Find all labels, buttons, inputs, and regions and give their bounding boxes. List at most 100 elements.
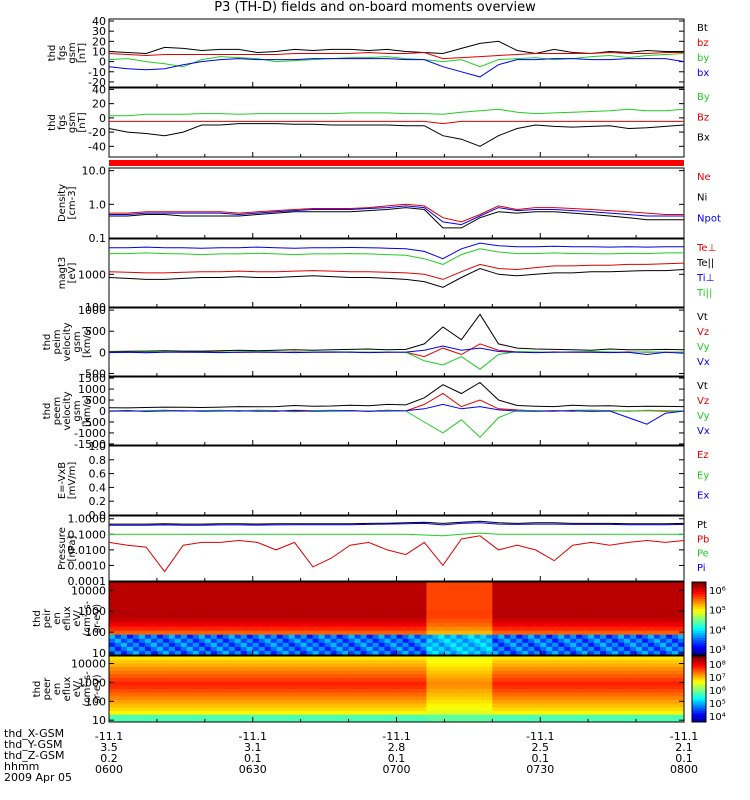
spectrogram-cell bbox=[444, 650, 451, 656]
spectrogram-cell bbox=[294, 626, 302, 632]
spectrogram-cell bbox=[258, 659, 266, 664]
spectrogram-cell bbox=[336, 674, 344, 679]
spectrogram-cell bbox=[216, 598, 224, 603]
spectrogram-cell bbox=[534, 586, 541, 591]
spectrogram-cell bbox=[510, 606, 517, 611]
spectrogram-cell bbox=[492, 718, 499, 723]
y-axis-label: thd bbox=[47, 45, 58, 62]
spectrogram-cell bbox=[109, 670, 116, 675]
spectrogram-cell bbox=[162, 642, 170, 648]
spectrogram-cell bbox=[312, 594, 320, 599]
spectrogram-cell bbox=[504, 707, 511, 712]
spectrogram-cell bbox=[450, 638, 457, 644]
spectrogram-cell bbox=[234, 646, 242, 652]
spectrogram-cell bbox=[150, 642, 158, 648]
spectrogram-cell bbox=[660, 638, 667, 644]
spectrogram-cell bbox=[606, 685, 613, 690]
spectrogram-cell bbox=[546, 692, 553, 697]
spectrogram-cell bbox=[126, 692, 134, 697]
spectrogram-cell bbox=[138, 610, 146, 615]
spectrogram-cell bbox=[180, 685, 188, 690]
spectrogram-cell bbox=[474, 667, 481, 672]
spectrogram-cell bbox=[396, 707, 403, 712]
spectrogram-cell bbox=[408, 638, 415, 644]
spectrogram-cell bbox=[252, 610, 260, 615]
spectrogram-cell bbox=[234, 626, 242, 632]
spectrogram-cell bbox=[306, 622, 314, 628]
spectrogram-cell bbox=[354, 685, 362, 690]
y-tick-label: 0.0 bbox=[89, 509, 107, 522]
spectrogram-cell bbox=[606, 614, 613, 619]
spectrogram-cell bbox=[666, 692, 673, 697]
spectrogram-cell bbox=[552, 606, 559, 611]
spectrogram-cell bbox=[204, 689, 212, 694]
spectrogram-cell bbox=[330, 656, 338, 661]
spectrogram-cell bbox=[204, 586, 212, 591]
spectrogram-cell bbox=[618, 610, 625, 615]
y-axis-label: eV/ bbox=[72, 680, 83, 697]
spectrogram-cell bbox=[564, 626, 571, 632]
spectrogram-cell bbox=[564, 638, 571, 644]
spectrogram-cell bbox=[384, 703, 392, 708]
spectrogram-cell bbox=[462, 630, 469, 636]
spectrogram-cell bbox=[564, 630, 571, 636]
spectrogram-cell bbox=[186, 626, 194, 632]
spectrogram-cell bbox=[432, 626, 439, 632]
spectrogram-cell bbox=[252, 707, 260, 712]
x-extra-row-value: 0.1 bbox=[388, 752, 406, 765]
spectrogram-cell bbox=[180, 711, 188, 716]
spectrogram-cell bbox=[276, 674, 284, 679]
spectrogram-cell bbox=[180, 586, 188, 591]
spectrogram-cell bbox=[270, 610, 278, 615]
spectrogram-cell bbox=[318, 630, 326, 636]
spectrogram-cell bbox=[618, 622, 625, 628]
colorbar-segment bbox=[692, 608, 706, 612]
spectrogram-cell bbox=[186, 638, 194, 644]
spectrogram-cell bbox=[474, 610, 481, 615]
spectrogram-cell bbox=[390, 689, 397, 694]
spectrogram-cell bbox=[186, 642, 194, 648]
spectrogram-cell bbox=[228, 707, 236, 712]
spectrogram-cell bbox=[462, 638, 469, 644]
spectrogram-cell bbox=[198, 663, 206, 668]
spectrogram-cell bbox=[636, 614, 643, 619]
spectrogram-cell bbox=[528, 670, 535, 675]
spectrogram-cell bbox=[114, 614, 122, 619]
spectrogram-cell bbox=[306, 634, 314, 640]
spectrogram-cell bbox=[174, 659, 182, 664]
spectrogram-cell bbox=[264, 678, 272, 683]
spectrogram-cell bbox=[402, 614, 409, 619]
spectrogram-cell bbox=[420, 586, 427, 591]
spectrogram-cell bbox=[606, 590, 613, 595]
spectrogram-cell bbox=[132, 685, 140, 690]
spectrogram-cell bbox=[612, 594, 619, 599]
spectrogram-cell bbox=[312, 681, 320, 686]
spectrogram-cell bbox=[288, 622, 296, 628]
spectrogram-cell bbox=[582, 594, 589, 599]
spectrogram-cell bbox=[426, 692, 433, 697]
spectrogram-cell bbox=[450, 659, 457, 664]
spectrogram-cell bbox=[228, 656, 236, 661]
spectrogram-cell bbox=[384, 711, 392, 716]
spectrogram-cell bbox=[462, 646, 469, 652]
colorbar-segment bbox=[692, 664, 706, 668]
x-extra-row-value: 2.5 bbox=[532, 741, 550, 754]
spectrogram-cell bbox=[109, 630, 116, 636]
spectrogram-cell bbox=[336, 670, 344, 675]
spectrogram-cell bbox=[342, 618, 350, 624]
spectrogram-cell bbox=[546, 718, 553, 723]
spectrogram-cell bbox=[414, 674, 421, 679]
spectrogram-cell bbox=[264, 586, 272, 591]
spectrogram-cell bbox=[384, 602, 392, 607]
spectrogram-cell bbox=[120, 703, 128, 708]
spectrogram-cell bbox=[252, 678, 260, 683]
colorbar-segment bbox=[692, 715, 706, 719]
spectrogram-cell bbox=[216, 594, 224, 599]
spectrogram-cell bbox=[144, 630, 152, 636]
spectrogram-cell bbox=[594, 659, 601, 664]
spectrogram-cell bbox=[444, 681, 451, 686]
spectrogram-cell bbox=[252, 703, 260, 708]
spectrogram-cell bbox=[192, 582, 200, 587]
spectrogram-cell bbox=[678, 646, 685, 652]
spectrogram-cell bbox=[636, 659, 643, 664]
